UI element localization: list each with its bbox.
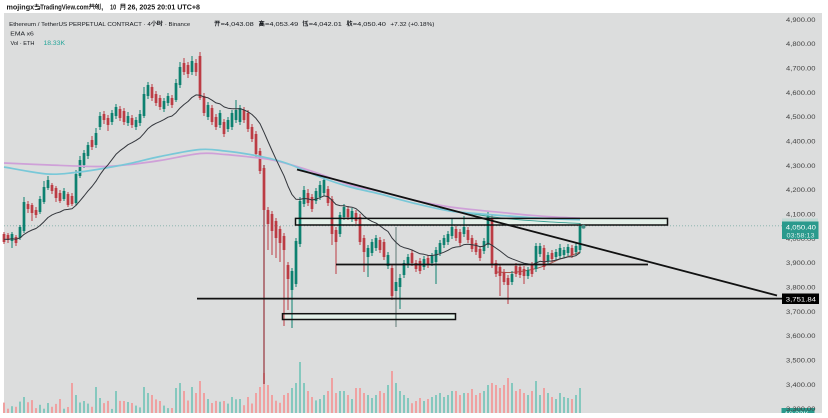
svg-text:3,751.84: 3,751.84 xyxy=(786,297,817,304)
svg-text:3,300.00: 3,300.00 xyxy=(786,406,816,413)
svg-text:=4,050.40: =4,050.40 xyxy=(353,22,387,28)
svg-text:,: , xyxy=(101,4,103,11)
svg-text:4,700.00: 4,700.00 xyxy=(786,65,816,72)
svg-text:4,000.00: 4,000.00 xyxy=(786,236,816,243)
svg-text:4,050.40: 4,050.40 xyxy=(786,225,817,232)
svg-text:4,600.00: 4,600.00 xyxy=(786,90,816,97)
svg-text:3,400.00: 3,400.00 xyxy=(786,382,816,389)
svg-text:18.33K: 18.33K xyxy=(44,41,66,47)
svg-text:=4,053.49: =4,053.49 xyxy=(265,22,298,28)
svg-text:=4,042.01: =4,042.01 xyxy=(309,22,342,28)
svg-text:3,500.00: 3,500.00 xyxy=(786,357,816,364)
svg-text:3,800.00: 3,800.00 xyxy=(786,284,816,291)
svg-text:4,900.00: 4,900.00 xyxy=(786,17,816,24)
svg-text:TradingView.com: TradingView.com xyxy=(40,4,88,11)
svg-text:Ethereum / TetherUS PERPETUAL: Ethereum / TetherUS PERPETUAL CONTRACT ·… xyxy=(9,22,151,28)
svg-text:03:58:13: 03:58:13 xyxy=(787,233,816,240)
svg-text:· Binance: · Binance xyxy=(165,22,191,28)
svg-text:+7.32 (+0.18%): +7.32 (+0.18%) xyxy=(390,22,434,28)
svg-text:4,100.00: 4,100.00 xyxy=(786,211,816,218)
svg-text:4,500.00: 4,500.00 xyxy=(786,114,816,121)
svg-text:3,600.00: 3,600.00 xyxy=(786,333,816,340)
svg-text:26, 2025 20:01 UTC+8: 26, 2025 20:01 UTC+8 xyxy=(128,4,201,11)
svg-text:3,900.00: 3,900.00 xyxy=(786,260,816,267)
svg-text:4,200.00: 4,200.00 xyxy=(786,187,816,194)
svg-text:10: 10 xyxy=(110,4,116,11)
svg-text:Vol · ETH: Vol · ETH xyxy=(11,41,35,47)
svg-text:4,300.00: 4,300.00 xyxy=(786,163,816,170)
svg-text:4,400.00: 4,400.00 xyxy=(786,138,816,145)
svg-text:4,800.00: 4,800.00 xyxy=(786,41,816,48)
svg-text:3,700.00: 3,700.00 xyxy=(786,309,816,316)
svg-text:EMA x6: EMA x6 xyxy=(10,31,34,37)
svg-text:=4,043.08: =4,043.08 xyxy=(221,22,255,28)
svg-text:mojingx: mojingx xyxy=(7,4,35,11)
